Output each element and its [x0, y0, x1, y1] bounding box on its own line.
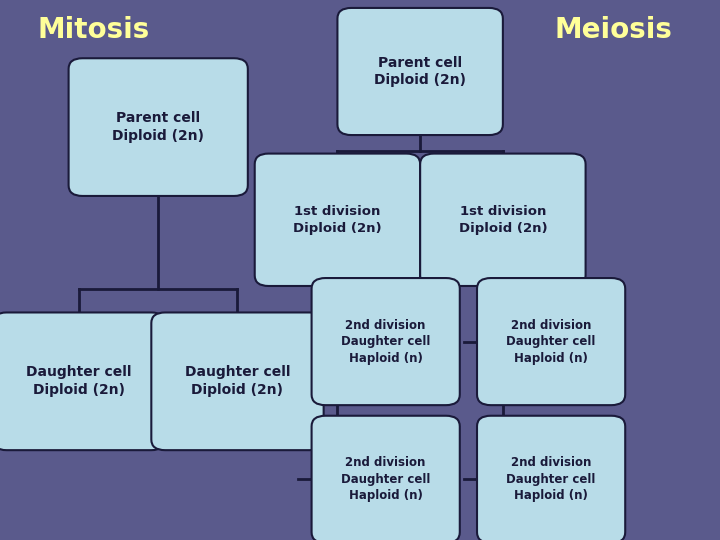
Text: 2nd division
Daughter cell
Haploid (n): 2nd division Daughter cell Haploid (n) [341, 456, 431, 502]
FancyBboxPatch shape [255, 153, 420, 286]
FancyBboxPatch shape [477, 278, 625, 405]
FancyBboxPatch shape [0, 313, 165, 450]
Text: Daughter cell
Diploid (2n): Daughter cell Diploid (2n) [26, 366, 132, 397]
Text: Mitosis: Mitosis [37, 16, 150, 44]
Text: 2nd division
Daughter cell
Haploid (n): 2nd division Daughter cell Haploid (n) [506, 319, 596, 364]
Text: 1st division
Diploid (2n): 1st division Diploid (2n) [459, 205, 547, 234]
Text: Parent cell
Diploid (2n): Parent cell Diploid (2n) [374, 56, 466, 87]
Text: Meiosis: Meiosis [554, 16, 672, 44]
Text: Parent cell
Diploid (2n): Parent cell Diploid (2n) [112, 111, 204, 143]
Text: 1st division
Diploid (2n): 1st division Diploid (2n) [293, 205, 382, 234]
FancyBboxPatch shape [338, 8, 503, 135]
FancyBboxPatch shape [312, 416, 460, 540]
Text: 2nd division
Daughter cell
Haploid (n): 2nd division Daughter cell Haploid (n) [341, 319, 431, 364]
Text: Daughter cell
Diploid (2n): Daughter cell Diploid (2n) [185, 366, 290, 397]
FancyBboxPatch shape [312, 278, 460, 405]
FancyBboxPatch shape [420, 153, 585, 286]
Text: 2nd division
Daughter cell
Haploid (n): 2nd division Daughter cell Haploid (n) [506, 456, 596, 502]
FancyBboxPatch shape [68, 58, 248, 196]
FancyBboxPatch shape [151, 313, 324, 450]
FancyBboxPatch shape [477, 416, 625, 540]
